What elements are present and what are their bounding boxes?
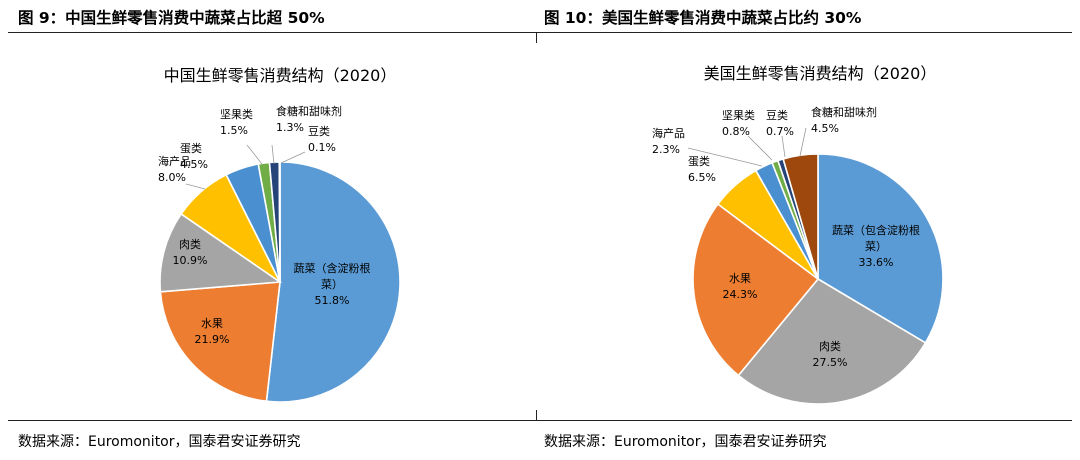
bottom-rule [8,420,1072,421]
slice-value-label: 6.5% [688,171,716,184]
slice-name-label: 蛋类 [180,141,202,155]
us-chart-title: 美国生鲜零售消费结构（2020） [704,64,937,83]
slice-value-label: 1.3% [276,121,304,134]
slice-label: 坚果类 0.8% [722,108,755,138]
slice-value-label: 0.1% [308,141,336,154]
slice-value-label: 27.5% [813,356,848,369]
slice-value-label: 0.7% [766,125,794,138]
leader-line [246,144,263,165]
slice-label: 豆类 0.7% [766,108,794,138]
china-chart-title: 中国生鲜零售消费结构（2020） [164,66,397,85]
china-pie-chart: 中国生鲜零售消费结构（2020） 蔬菜（含淀粉根菜） 51.8% 水果 21.9% 肉类… [158,66,401,403]
slice-value-label: 0.8% [722,125,750,138]
divider-tick-top [536,33,537,43]
source-note-right: 数据来源：Euromonitor，国泰君安证券研究 [544,434,827,450]
slice-name-label: 蔬菜（包含淀粉根 [832,223,920,237]
top-rule [8,32,1072,33]
slice-label: 海产品 2.3% [652,126,685,156]
slice-name-label: 水果 [729,272,751,285]
leader-line [185,183,206,190]
slice-value-label: 51.8% [315,294,350,307]
slice-name-label: 食糖和甜味剂 [276,104,342,118]
slice-name-label: 坚果类 [220,107,253,121]
slice-label: 水果 24.3% [723,272,758,301]
pie-slice [737,277,927,405]
slice-label: 坚果类 1.5% [220,107,253,137]
slice-value-label: 4.5% [180,158,208,171]
slice-label: 食糖和甜味剂 4.5% [811,105,877,135]
leader-line [271,144,275,165]
slice-label: 蔬菜（包含淀粉根菜） 33.6% [832,223,920,269]
slice-label: 蔬菜（含淀粉根菜） 51.8% [294,261,371,307]
slice-name-label: 蛋类 [688,154,710,168]
slice-name-label: 菜） [321,278,343,291]
pie-slice [278,161,281,283]
pie-slice [159,212,283,293]
slice-value-label: 24.3% [723,288,758,301]
slice-label: 蛋类 6.5% [688,154,716,184]
figure-heading-right: 图 10：美国生鲜零售消费中蔬菜占比约 30% [544,9,862,27]
slice-name-label: 肉类 [819,339,841,353]
pie-slice [817,153,944,344]
divider-tick-bottom [536,410,537,420]
slice-name-label: 海产品 [158,154,191,168]
slice-value-label: 21.9% [195,333,230,346]
slice-value-label: 10.9% [173,254,208,267]
leader-line [799,127,807,157]
slice-value-label: 2.3% [652,143,680,156]
slice-label: 水果 21.9% [195,317,230,346]
slice-value-label: 8.0% [158,171,186,184]
slice-name-label: 豆类 [308,124,330,138]
slice-name-label: 海产品 [652,126,685,140]
source-note-left: 数据来源：Euromonitor，国泰君安证券研究 [18,434,301,450]
slice-name-label: 蔬菜（含淀粉根 [294,261,371,275]
figure-heading-left: 图 9：中国生鲜零售消费中蔬菜占比超 50% [18,9,325,27]
pie-slices [692,153,944,405]
slice-name-label: 水果 [201,317,223,330]
slice-label: 蛋类 4.5% [180,141,208,171]
leader-line [781,135,786,158]
slice-label: 食糖和甜味剂 1.3% [276,104,342,134]
slice-name-label: 菜） [865,240,887,253]
slice-name-label: 坚果类 [722,108,755,122]
leader-line [280,151,306,164]
slice-label: 肉类 27.5% [813,339,848,369]
leader-line [687,147,763,167]
us-pie-chart: 美国生鲜零售消费结构（2020） 蔬菜（包含淀粉根菜） 33.6% 肉类 27.5% 水… [652,64,944,405]
pie-slice [692,202,820,377]
slice-label: 肉类 10.9% [173,237,208,267]
pie-slices [159,161,401,403]
slice-label: 海产品 8.0% [158,154,191,184]
slice-label: 豆类 0.1% [308,124,336,154]
pie-slice [265,161,401,403]
slice-value-label: 33.6% [859,256,894,269]
pie-slice [159,281,281,403]
slice-name-label: 食糖和甜味剂 [811,105,877,119]
slice-value-label: 1.5% [220,124,248,137]
slice-name-label: 肉类 [179,237,201,251]
leader-line [747,135,773,161]
slice-value-label: 4.5% [811,122,839,135]
slice-name-label: 豆类 [766,108,788,122]
